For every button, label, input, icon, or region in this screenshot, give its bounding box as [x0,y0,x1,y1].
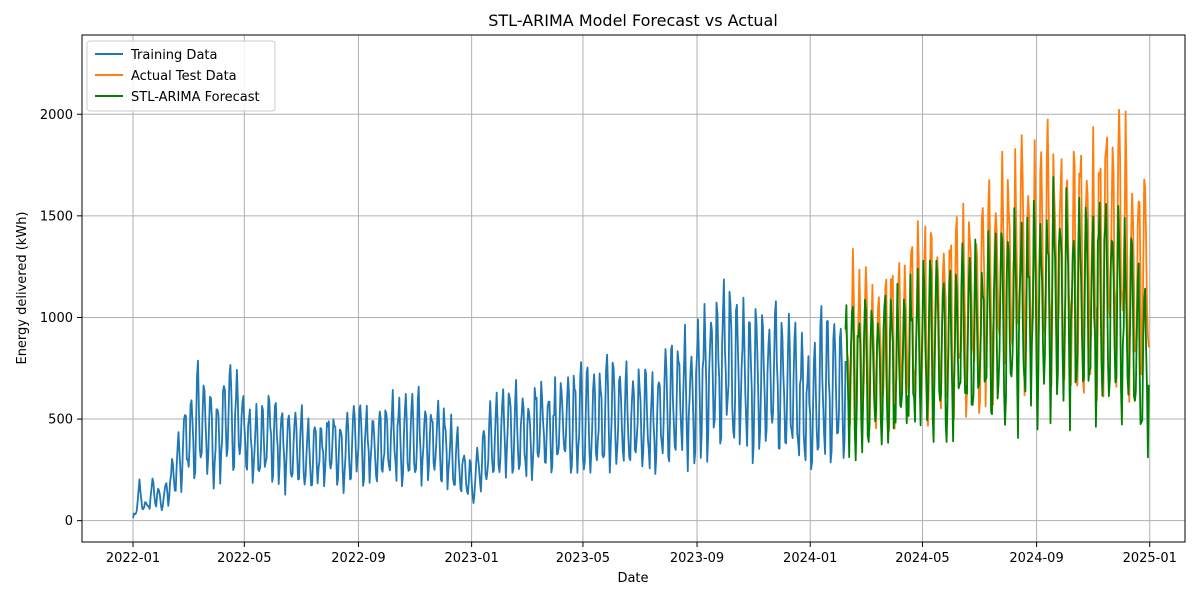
x-axis-ticks: 2022-01 2022-05 2022-09 2023-01 2023-05 2023-… [106,542,1177,566]
y-tick-label: 2000 [40,108,73,123]
x-tick-label: 2023-05 [556,551,610,566]
legend: Training Data Actual Test Data STL-ARIMA F… [86,40,276,112]
x-axis-label: Date [617,571,648,586]
y-tick-label: 1500 [40,209,73,224]
legend-box [86,40,276,112]
y-axis-ticks: 0 500 1000 1500 2000 [40,108,82,529]
x-tick-label: 2022-05 [217,551,271,566]
x-tick-label: 2024-09 [1009,551,1063,566]
x-tick-label: 2024-05 [895,551,949,566]
legend-label: Actual Test Data [131,69,237,84]
series-line-0 [132,278,847,519]
chart-title: STL-ARIMA Model Forecast vs Actual [488,11,778,30]
legend-label: STL-ARIMA Forecast [131,90,260,105]
x-tick-label: 2024-01 [783,551,837,566]
x-tick-label: 2022-09 [331,551,385,566]
plot-lines [132,108,1150,519]
x-tick-label: 2025-01 [1123,551,1177,566]
x-tick-label: 2023-09 [670,551,724,566]
legend-label: Training Data [130,48,217,63]
y-axis-label: Energy delivered (kWh) [15,211,30,364]
y-tick-label: 500 [48,413,73,428]
x-tick-label: 2022-01 [106,551,160,566]
grid [82,35,1185,542]
x-tick-label: 2023-01 [444,551,498,566]
y-tick-label: 0 [65,514,73,529]
series-line-2 [844,176,1150,462]
plot-frame [81,34,1186,543]
y-tick-label: 1000 [40,311,73,326]
